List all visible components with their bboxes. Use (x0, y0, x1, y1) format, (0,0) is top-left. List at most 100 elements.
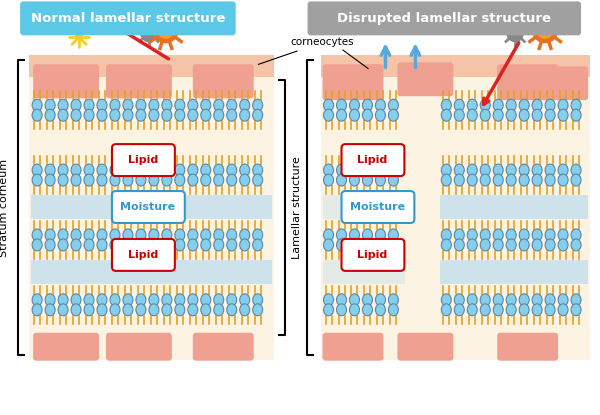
Ellipse shape (467, 304, 477, 316)
Ellipse shape (337, 99, 347, 111)
Ellipse shape (545, 239, 555, 251)
Ellipse shape (110, 99, 120, 111)
Ellipse shape (32, 239, 42, 251)
Ellipse shape (545, 164, 555, 176)
Ellipse shape (240, 229, 250, 241)
Ellipse shape (571, 239, 581, 251)
Ellipse shape (532, 229, 542, 241)
Ellipse shape (558, 229, 568, 241)
Ellipse shape (506, 22, 524, 42)
FancyBboxPatch shape (106, 64, 172, 98)
Ellipse shape (175, 164, 185, 176)
Ellipse shape (214, 239, 224, 251)
Ellipse shape (454, 229, 464, 241)
Ellipse shape (480, 229, 490, 241)
Ellipse shape (227, 229, 237, 241)
Ellipse shape (388, 174, 398, 186)
Ellipse shape (253, 164, 263, 176)
Ellipse shape (506, 99, 516, 111)
Ellipse shape (45, 99, 55, 111)
Text: Lipid: Lipid (358, 155, 388, 165)
Ellipse shape (149, 229, 159, 241)
Ellipse shape (240, 109, 250, 121)
Ellipse shape (349, 304, 359, 316)
Ellipse shape (454, 239, 464, 251)
Ellipse shape (323, 229, 334, 241)
Ellipse shape (71, 164, 81, 176)
Ellipse shape (323, 174, 334, 186)
Ellipse shape (32, 99, 42, 111)
Ellipse shape (480, 99, 490, 111)
Ellipse shape (240, 174, 250, 186)
Text: Lipid: Lipid (358, 250, 388, 260)
Ellipse shape (480, 164, 490, 176)
Ellipse shape (58, 109, 68, 121)
Ellipse shape (454, 174, 464, 186)
Ellipse shape (545, 174, 555, 186)
Ellipse shape (376, 239, 385, 251)
Ellipse shape (442, 294, 451, 306)
Ellipse shape (214, 229, 224, 241)
Ellipse shape (323, 109, 334, 121)
Ellipse shape (506, 109, 516, 121)
Ellipse shape (84, 304, 94, 316)
Ellipse shape (506, 239, 516, 251)
Ellipse shape (175, 109, 185, 121)
Ellipse shape (388, 239, 398, 251)
Ellipse shape (136, 164, 146, 176)
FancyBboxPatch shape (341, 239, 404, 271)
Ellipse shape (493, 294, 503, 306)
Ellipse shape (45, 229, 55, 241)
FancyBboxPatch shape (497, 333, 558, 361)
Ellipse shape (97, 174, 107, 186)
Ellipse shape (201, 109, 211, 121)
Ellipse shape (149, 99, 159, 111)
Ellipse shape (149, 164, 159, 176)
Ellipse shape (388, 164, 398, 176)
Ellipse shape (162, 294, 172, 306)
FancyBboxPatch shape (552, 66, 588, 100)
Ellipse shape (45, 294, 55, 306)
Ellipse shape (227, 239, 237, 251)
Ellipse shape (227, 174, 237, 186)
Ellipse shape (519, 109, 529, 121)
Ellipse shape (58, 294, 68, 306)
Ellipse shape (362, 164, 373, 176)
Ellipse shape (532, 239, 542, 251)
Ellipse shape (519, 174, 529, 186)
Ellipse shape (442, 174, 451, 186)
Ellipse shape (362, 229, 373, 241)
Ellipse shape (175, 99, 185, 111)
Ellipse shape (558, 99, 568, 111)
FancyBboxPatch shape (341, 191, 415, 223)
Ellipse shape (123, 99, 133, 111)
FancyBboxPatch shape (323, 195, 406, 219)
FancyBboxPatch shape (323, 64, 383, 100)
FancyBboxPatch shape (193, 333, 254, 361)
Ellipse shape (71, 229, 81, 241)
Ellipse shape (162, 174, 172, 186)
Ellipse shape (337, 174, 347, 186)
Ellipse shape (467, 164, 477, 176)
Ellipse shape (253, 229, 263, 241)
Ellipse shape (123, 304, 133, 316)
Ellipse shape (558, 164, 568, 176)
FancyBboxPatch shape (31, 260, 272, 284)
Ellipse shape (149, 294, 159, 306)
Ellipse shape (45, 164, 55, 176)
Ellipse shape (123, 229, 133, 241)
Ellipse shape (175, 229, 185, 241)
Ellipse shape (227, 99, 237, 111)
Ellipse shape (123, 164, 133, 176)
Ellipse shape (571, 304, 581, 316)
Ellipse shape (97, 99, 107, 111)
Ellipse shape (376, 109, 385, 121)
Ellipse shape (214, 109, 224, 121)
Ellipse shape (454, 164, 464, 176)
FancyBboxPatch shape (33, 64, 99, 98)
Ellipse shape (376, 229, 385, 241)
Text: Lipid: Lipid (128, 155, 158, 165)
Ellipse shape (136, 109, 146, 121)
Ellipse shape (545, 294, 555, 306)
Ellipse shape (214, 99, 224, 111)
